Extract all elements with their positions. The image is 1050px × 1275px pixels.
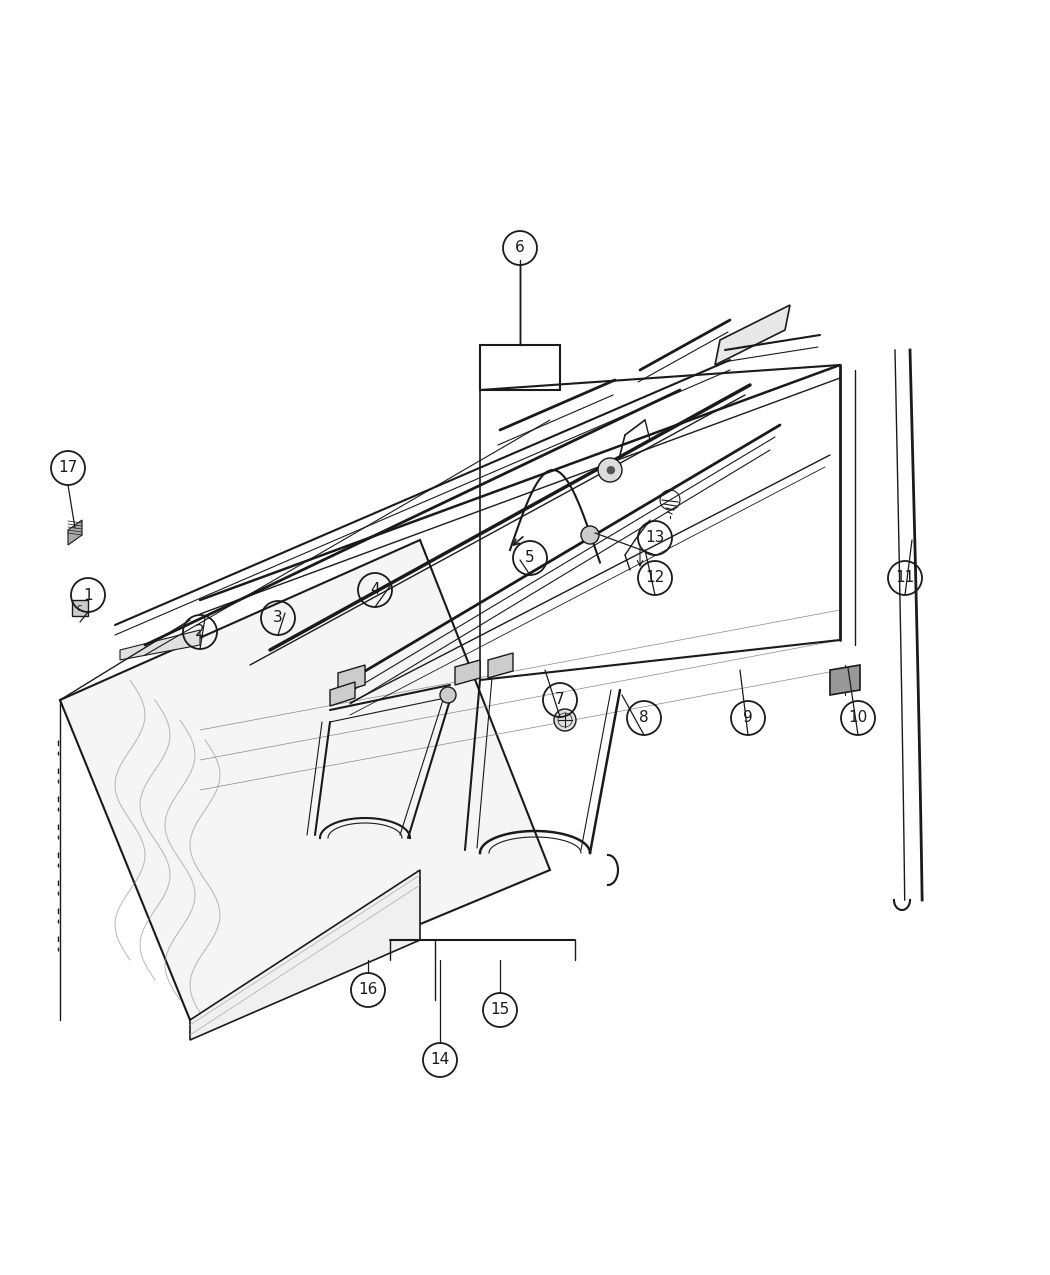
Text: ●: ● [605,465,615,476]
Text: 8: 8 [639,710,649,725]
Text: 4: 4 [371,583,380,598]
Text: 14: 14 [430,1052,449,1067]
Text: 17: 17 [59,460,78,476]
Circle shape [598,458,622,482]
Polygon shape [715,305,790,365]
Polygon shape [68,520,82,544]
Text: 11: 11 [896,570,915,585]
Text: 3: 3 [273,611,282,626]
Polygon shape [72,601,88,616]
Circle shape [554,709,576,731]
Polygon shape [190,870,420,1040]
Polygon shape [120,630,200,660]
Text: 9: 9 [743,710,753,725]
Text: 12: 12 [646,570,665,585]
Polygon shape [60,541,550,1020]
Polygon shape [488,653,513,678]
Circle shape [440,687,456,703]
Text: c: c [77,603,82,613]
Text: 7: 7 [555,692,565,708]
Polygon shape [330,682,355,706]
Circle shape [581,527,598,544]
Text: 10: 10 [848,710,867,725]
Text: 16: 16 [358,983,378,997]
Polygon shape [830,666,860,695]
Polygon shape [338,666,365,694]
Text: 5: 5 [525,551,534,566]
Text: 13: 13 [646,530,665,546]
Text: 2: 2 [195,625,205,640]
Text: 15: 15 [490,1002,509,1017]
Polygon shape [455,660,480,685]
Text: 1: 1 [83,588,92,603]
Text: 6: 6 [516,241,525,255]
